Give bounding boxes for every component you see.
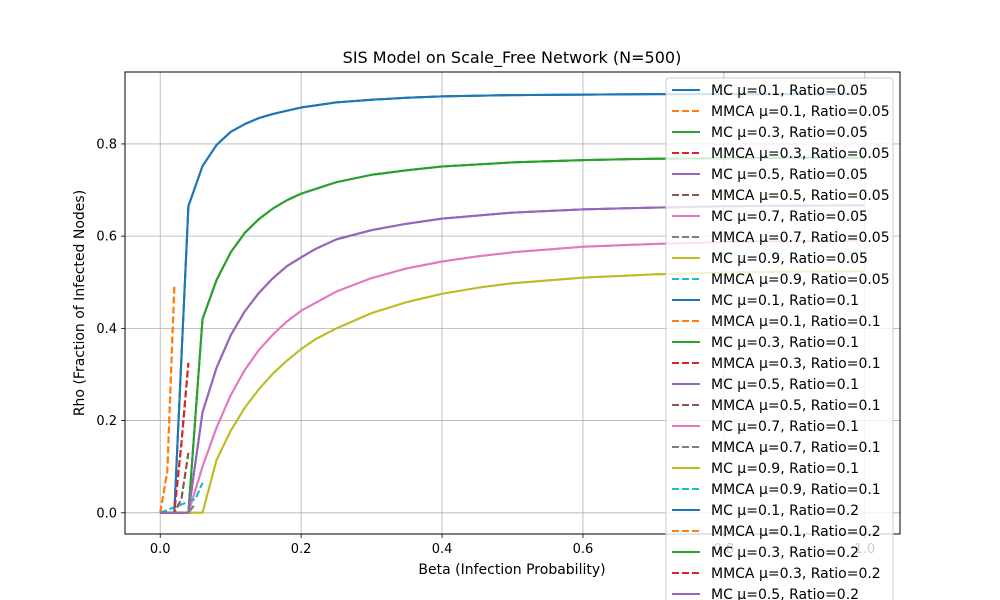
legend-label: MC μ=0.1, Ratio=0.05 bbox=[711, 83, 868, 99]
y-axis-label: Rho (Fraction of Infected Nodes) bbox=[72, 190, 88, 416]
legend-label: MMCA μ=0.7, Ratio=0.05 bbox=[711, 230, 890, 246]
legend-label: MC μ=0.9, Ratio=0.05 bbox=[711, 251, 868, 267]
legend-label: MC μ=0.5, Ratio=0.2 bbox=[711, 587, 859, 600]
series-line-18 bbox=[160, 270, 865, 514]
legend-label: MC μ=0.3, Ratio=0.2 bbox=[711, 545, 859, 561]
legend-label: MC μ=0.3, Ratio=0.05 bbox=[711, 125, 868, 141]
series-line-20 bbox=[160, 93, 865, 514]
x-tick-label: 0.2 bbox=[291, 542, 312, 557]
legend-label: MC μ=0.9, Ratio=0.1 bbox=[711, 461, 859, 477]
legend-label: MMCA μ=0.1, Ratio=0.1 bbox=[711, 314, 881, 330]
y-axis-ticks: 0.0 0.2 0.4 0.6 0.8 bbox=[96, 137, 125, 521]
x-tick-label: 0.6 bbox=[573, 542, 594, 557]
legend-label: MC μ=0.5, Ratio=0.1 bbox=[711, 377, 859, 393]
legend-label: MMCA μ=0.9, Ratio=0.05 bbox=[711, 272, 890, 288]
x-axis-label: Beta (Infection Probability) bbox=[418, 562, 605, 578]
axes-frame bbox=[124, 71, 901, 535]
series-line-17 bbox=[160, 502, 197, 514]
x-tick-label: 0.4 bbox=[432, 542, 453, 557]
legend-label: MMCA μ=0.3, Ratio=0.05 bbox=[711, 146, 890, 162]
y-tick-label: 0.4 bbox=[96, 322, 117, 337]
legend-label: MMCA μ=0.5, Ratio=0.05 bbox=[711, 188, 890, 204]
series-line-24 bbox=[160, 204, 865, 514]
legend-label: MMCA μ=0.9, Ratio=0.1 bbox=[711, 482, 881, 498]
series-line-22 bbox=[160, 156, 865, 514]
series-line-16 bbox=[160, 239, 865, 514]
legend-label: MC μ=0.1, Ratio=0.2 bbox=[711, 503, 859, 519]
legend-label: MC μ=0.5, Ratio=0.05 bbox=[711, 167, 868, 183]
legend-label: MC μ=0.7, Ratio=0.1 bbox=[711, 419, 859, 435]
chart-title: SIS Model on Scale_Free Network (N=500) bbox=[343, 48, 682, 68]
legend-label: MMCA μ=0.3, Ratio=0.2 bbox=[711, 566, 881, 582]
legend-label: MMCA μ=0.1, Ratio=0.2 bbox=[711, 524, 881, 540]
legend-label: MMCA μ=0.7, Ratio=0.1 bbox=[711, 440, 881, 456]
y-tick-label: 0.2 bbox=[96, 414, 117, 429]
legend-label: MC μ=0.3, Ratio=0.1 bbox=[711, 335, 859, 351]
legend-frame bbox=[665, 77, 894, 600]
legend-label: MMCA μ=0.3, Ratio=0.1 bbox=[711, 356, 881, 372]
plot-series bbox=[159, 93, 865, 514]
series-line-15 bbox=[160, 452, 190, 514]
y-tick-label: 0.6 bbox=[96, 230, 117, 245]
series-line-23 bbox=[160, 362, 190, 514]
series-line-21 bbox=[159, 286, 176, 513]
legend-label: MMCA μ=0.1, Ratio=0.05 bbox=[711, 104, 890, 120]
legend-label: MC μ=0.1, Ratio=0.1 bbox=[711, 293, 859, 309]
legend-label: MC μ=0.7, Ratio=0.05 bbox=[711, 209, 868, 225]
series-line-19 bbox=[159, 482, 204, 514]
x-tick-label: 0.0 bbox=[150, 542, 171, 557]
y-tick-label: 0.8 bbox=[96, 137, 117, 152]
legend-label: MMCA μ=0.5, Ratio=0.1 bbox=[711, 398, 881, 414]
y-tick-label: 0.0 bbox=[96, 506, 117, 521]
legend: MC μ=0.1, Ratio=0.05 MMCA μ=0.1, Ratio=0.… bbox=[665, 77, 894, 600]
